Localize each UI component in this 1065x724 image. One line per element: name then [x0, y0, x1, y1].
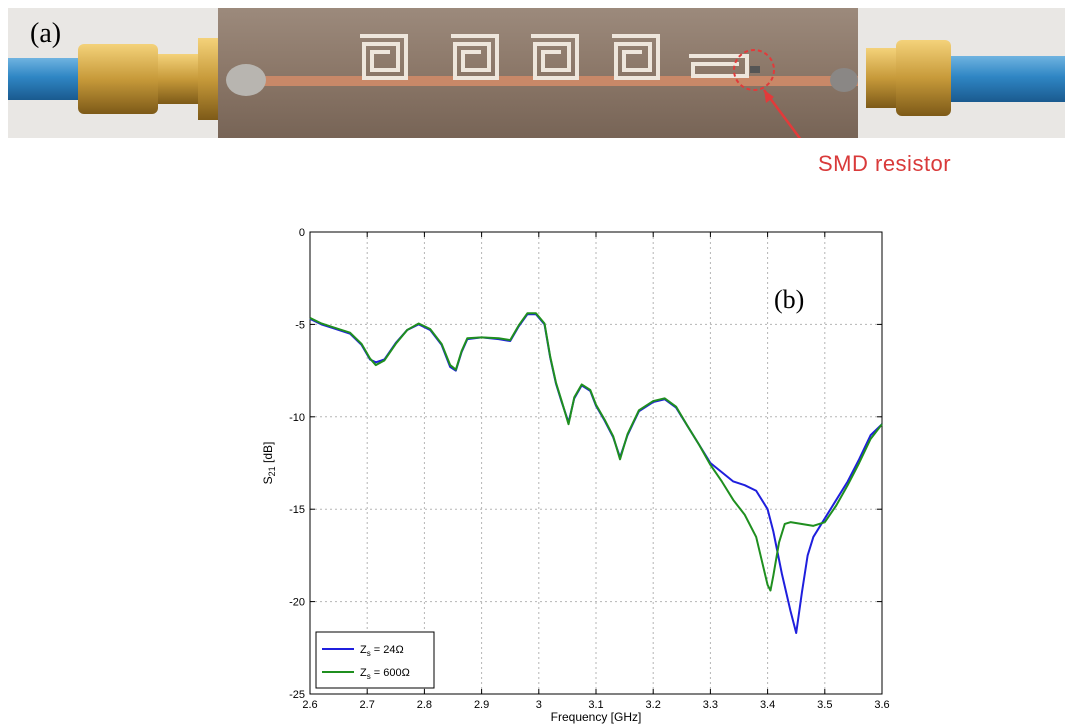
y-tick-label: -5	[295, 319, 305, 331]
smd-resistor-marker	[733, 49, 775, 91]
pcb-board	[218, 8, 858, 138]
x-tick-label: 3.5	[817, 699, 832, 711]
y-tick-label: -20	[289, 597, 305, 609]
left-connector	[78, 38, 238, 120]
right-cable	[951, 56, 1065, 102]
x-tick-label: 3.2	[646, 699, 661, 711]
y-tick-label: -10	[289, 412, 305, 424]
y-axis-label: S21 [dB]	[261, 442, 277, 485]
annotation-arrow	[762, 89, 802, 138]
chart-series	[309, 312, 883, 635]
chart-grid	[310, 232, 882, 694]
chart-ticks: 2.6 2.7 2.8 2.9 3 3.1 3.2 3.3 3.4 3.5 3.6 0 -5 -10 -15…	[289, 227, 890, 711]
spiral-resonators	[360, 34, 749, 80]
legend-entry-1: Zs = 24Ω	[360, 644, 404, 658]
legend-entry-2: Zs = 600Ω	[360, 667, 410, 681]
smd-resistor-label: SMD resistor	[818, 151, 952, 176]
y-tick-label: 0	[299, 227, 305, 239]
y-tick-label: -25	[289, 689, 305, 701]
x-tick-label: 3	[536, 699, 542, 711]
x-tick-label: 2.8	[417, 699, 432, 711]
panel-b-label: (b)	[774, 285, 804, 314]
x-tick-label: 3.1	[588, 699, 603, 711]
legend-box	[315, 631, 435, 689]
x-tick-label: 3.4	[760, 699, 775, 711]
x-tick-label: 3.6	[874, 699, 889, 711]
legend: Zs = 24Ω Zs = 600Ω	[315, 631, 435, 689]
y-tick-label: -15	[289, 504, 305, 516]
x-tick-label: 3.3	[703, 699, 718, 711]
right-connector	[866, 40, 951, 116]
panel-a-label: (a)	[30, 18, 62, 49]
s21-chart: 2.6 2.7 2.8 2.9 3 3.1 3.2 3.3 3.4 3.5 3.6 0 -5 -10 -15…	[261, 227, 890, 724]
x-tick-label: 2.7	[360, 699, 375, 711]
x-axis-label: Frequency [GHz]	[551, 710, 642, 724]
x-tick-label: 2.9	[474, 699, 489, 711]
series-line-2	[309, 312, 883, 592]
x-tick-label: 2.6	[302, 699, 317, 711]
left-cable	[8, 58, 83, 100]
device-photo	[8, 8, 1065, 138]
microstrip-line	[258, 76, 858, 86]
